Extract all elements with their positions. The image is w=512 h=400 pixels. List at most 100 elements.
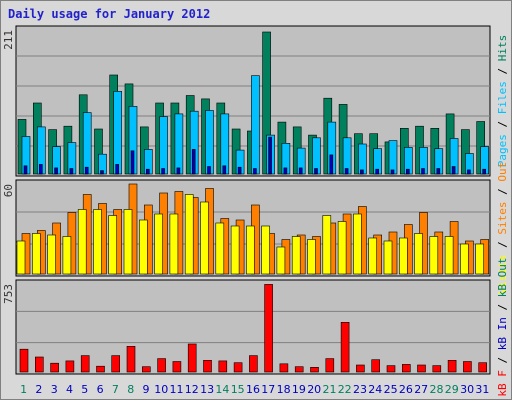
bar-files	[205, 110, 214, 175]
bar-visits	[246, 225, 255, 275]
bar-visits	[215, 222, 225, 275]
legend-part: Sites	[496, 202, 509, 235]
bar-pages	[375, 168, 380, 175]
bar-visits	[47, 234, 56, 275]
bar-visits	[398, 237, 408, 275]
bar-kb-f	[401, 364, 411, 373]
bar-pages	[360, 169, 364, 175]
day-label: 17	[261, 383, 275, 396]
bar-pages	[405, 168, 410, 175]
series-legend: Visits / Sites / Out	[496, 162, 509, 295]
bar-visits	[429, 236, 439, 275]
day-label: 4	[66, 383, 73, 396]
day-label: 15	[231, 383, 245, 396]
bar-pages	[176, 167, 181, 175]
bar-kb-f	[233, 362, 243, 373]
legend-part: kB Out	[496, 257, 509, 297]
bar-pages	[421, 168, 425, 175]
day-label: 29	[445, 383, 459, 396]
day-label: 2	[35, 383, 42, 396]
bar-pages	[329, 154, 334, 175]
bar-pages	[283, 167, 288, 175]
day-label: 10	[154, 383, 168, 396]
bar-visits	[307, 239, 316, 275]
legend-part: /	[496, 61, 509, 81]
bar-kb-f	[172, 361, 182, 373]
bar-pages	[222, 165, 227, 175]
bar-pages	[161, 168, 165, 175]
bar-pages	[38, 164, 43, 175]
bar-kb-f	[19, 348, 29, 373]
bar-kb-f	[34, 356, 44, 373]
bar-visits	[200, 201, 209, 275]
day-label: 22	[338, 383, 352, 396]
bar-pages	[207, 166, 211, 175]
bar-visits	[475, 243, 485, 275]
bar-files	[358, 143, 367, 175]
bar-visits	[62, 236, 72, 275]
bar-visits	[460, 243, 469, 275]
panel-top: 211 Pages / Files / Hits	[2, 25, 509, 177]
bar-pages	[69, 168, 74, 175]
bar-pages	[191, 149, 196, 175]
bar-visits	[139, 219, 148, 275]
bar-kb-f	[325, 358, 335, 373]
bar-kb-f	[294, 366, 304, 373]
bar-kb-f	[264, 284, 273, 373]
y-max-tick: 211	[2, 30, 15, 50]
legend-part: Visits	[496, 255, 509, 295]
bar-files	[220, 113, 230, 175]
day-label: 3	[51, 383, 58, 396]
bar-kb-f	[279, 363, 289, 373]
bar-visits	[93, 209, 102, 275]
bar-visits	[154, 213, 163, 275]
legend-part: Files	[496, 81, 509, 114]
bar-visits	[414, 233, 423, 275]
bar-files	[174, 113, 184, 175]
bar-pages	[115, 164, 119, 175]
bar-visits	[261, 225, 270, 275]
bar-files	[159, 116, 168, 175]
bar-kb-f	[356, 364, 365, 373]
y-max-tick: 60	[2, 184, 15, 197]
bar-visits	[77, 209, 87, 275]
day-label: 5	[81, 383, 88, 396]
day-label: 1	[20, 383, 27, 396]
bar-kb-f	[249, 355, 258, 373]
bar-pages	[467, 169, 471, 175]
bar-visits	[184, 194, 194, 275]
bar-kb-f	[126, 345, 136, 373]
series-legend: kB F / kB In / kB Out	[496, 257, 509, 396]
day-label: 18	[277, 383, 291, 396]
bar-kb-f	[310, 366, 319, 373]
bar-visits	[383, 240, 393, 275]
legend-part: /	[496, 114, 509, 134]
legend-part: Hits	[496, 35, 509, 62]
day-label: 14	[215, 383, 229, 396]
bar-visits	[108, 215, 117, 275]
bar-kb-f	[203, 359, 212, 373]
day-label: 28	[430, 383, 444, 396]
day-label: 16	[246, 383, 260, 396]
bar-kb-f	[111, 355, 120, 373]
legend-part: /	[496, 235, 509, 255]
day-label: 27	[414, 383, 428, 396]
bar-pages	[146, 168, 150, 175]
bar-pages	[253, 168, 257, 175]
bar-kb-f	[386, 365, 396, 373]
bar-visits	[230, 225, 240, 275]
series-legend: Pages / Files / Hits	[496, 35, 509, 168]
bar-kb-f	[96, 365, 105, 373]
day-label: 13	[200, 383, 214, 396]
bar-visits	[276, 246, 286, 275]
bar-kb-f	[187, 343, 197, 373]
bar-visits	[123, 209, 133, 275]
bar-files	[251, 75, 260, 175]
bar-pages	[451, 166, 456, 175]
day-label: 31	[475, 383, 489, 396]
bar-visits	[31, 233, 41, 275]
day-label: 19	[292, 383, 306, 396]
bar-kb-f	[142, 366, 151, 373]
legend-part: /	[496, 182, 509, 202]
